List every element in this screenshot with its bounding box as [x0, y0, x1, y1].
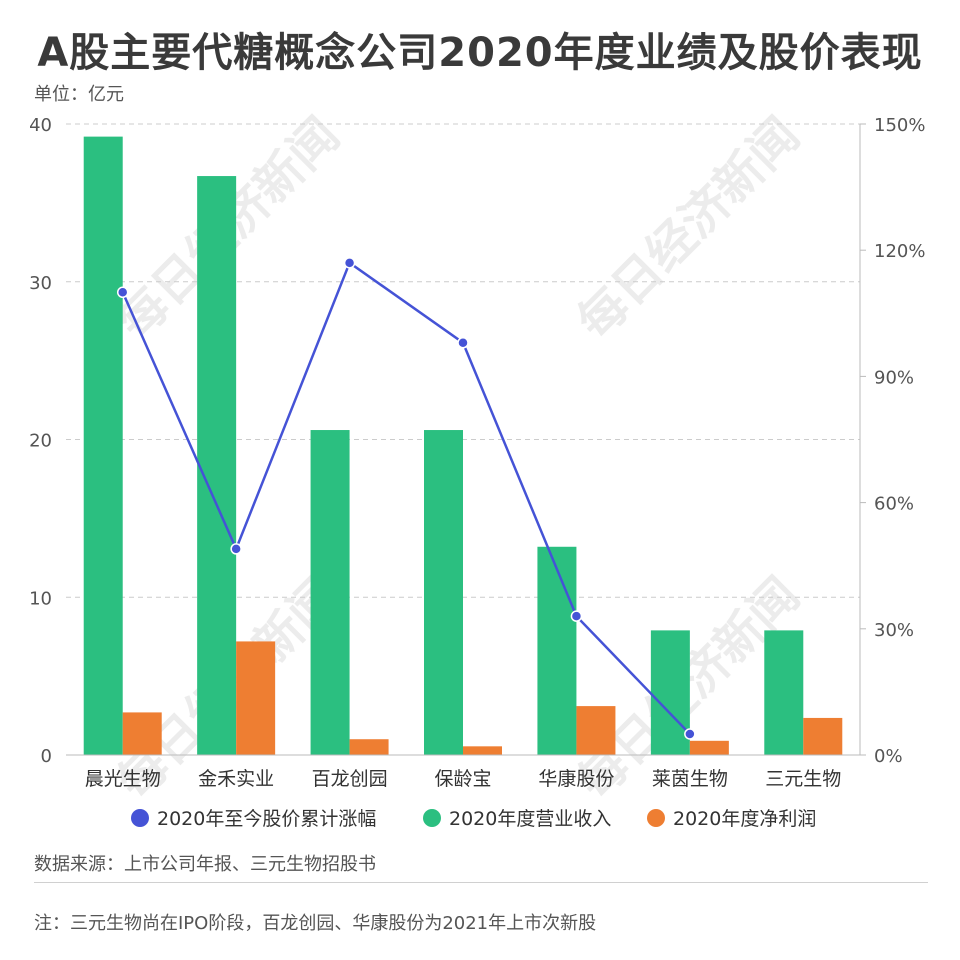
y-right-tick-label: 60% — [874, 494, 914, 515]
legend-marker — [423, 809, 441, 827]
line-layer — [116, 257, 696, 740]
chart-title: A股主要代糖概念公司2020年度业绩及股价表现 — [37, 30, 923, 76]
revenue-bar — [83, 136, 123, 755]
y-right-tick-label: 30% — [874, 620, 914, 641]
unit-label: 单位：亿元 — [34, 84, 124, 105]
profit-bar — [236, 641, 276, 755]
revenue-bar — [197, 176, 237, 755]
stock-change-point — [343, 257, 356, 269]
profit-bar — [576, 706, 616, 755]
profit-bar — [463, 746, 502, 755]
y-left-tick-label: 20 — [29, 431, 52, 452]
x-tick-label: 莱茵生物 — [652, 768, 728, 790]
chart-canvas: 每日经济新闻每日经济新闻每日经济新闻每日经济新闻 0102030400%30%6… — [29, 107, 925, 830]
divider — [34, 882, 928, 883]
profit-bar — [122, 712, 162, 755]
legend: 2020年至今股价累计涨幅 2020年度营业收入 2020年度净利润 — [131, 808, 816, 830]
y-left-tick-label: 0 — [41, 746, 52, 767]
legend-marker — [131, 809, 149, 827]
stock-change-point — [116, 286, 129, 299]
stock-change-point — [684, 728, 696, 740]
watermark-1: 每日经济新闻 — [567, 107, 810, 350]
revenue-bar — [310, 430, 350, 755]
x-tick-label: 晨光生物 — [85, 768, 161, 790]
stock-change-line — [121, 260, 691, 735]
source-note: 数据来源：上市公司年报、三元生物招股书 — [34, 854, 376, 875]
stock-change-point — [230, 543, 242, 555]
axes-layer: 0 10 20 30 40 0% 30% 60% 90% 120% 150% 晨光生物 金禾实业 百龙创园… — [29, 115, 925, 790]
profit-bar — [349, 739, 389, 755]
profit-bar — [689, 740, 729, 755]
legend-label: 2020年至今股价累计涨幅 — [157, 808, 376, 830]
y-left-tick-label: 30 — [29, 273, 52, 294]
y-right-tick-label: 90% — [874, 367, 914, 388]
stock-change-point — [570, 610, 583, 622]
x-tick-label: 金禾实业 — [198, 768, 274, 790]
y-right-tick-label: 0% — [874, 746, 903, 767]
legend-label: 2020年度营业收入 — [449, 808, 611, 830]
revenue-bar — [764, 630, 804, 755]
footnote: 注：三元生物尚在IPO阶段，百龙创园、华康股份为2021年上市次新股 — [34, 913, 597, 934]
revenue-bar — [537, 546, 577, 755]
x-tick-label: 三元生物 — [765, 768, 841, 790]
y-right-tick-label: 150% — [874, 115, 925, 136]
bars-layer — [83, 136, 843, 755]
y-left-tick-label: 10 — [29, 588, 52, 609]
revenue-bar — [650, 630, 690, 755]
legend-marker — [647, 809, 665, 827]
profit-bar — [803, 717, 843, 755]
revenue-bar — [424, 430, 463, 755]
y-right-tick-label: 120% — [874, 241, 925, 262]
legend-label: 2020年度净利润 — [673, 808, 816, 830]
x-tick-label: 百龙创园 — [312, 768, 388, 790]
stock-change-point — [457, 336, 469, 349]
y-left-tick-label: 40 — [29, 115, 52, 136]
x-tick-label: 华康股份 — [538, 768, 614, 790]
x-tick-label: 保龄宝 — [434, 768, 491, 790]
